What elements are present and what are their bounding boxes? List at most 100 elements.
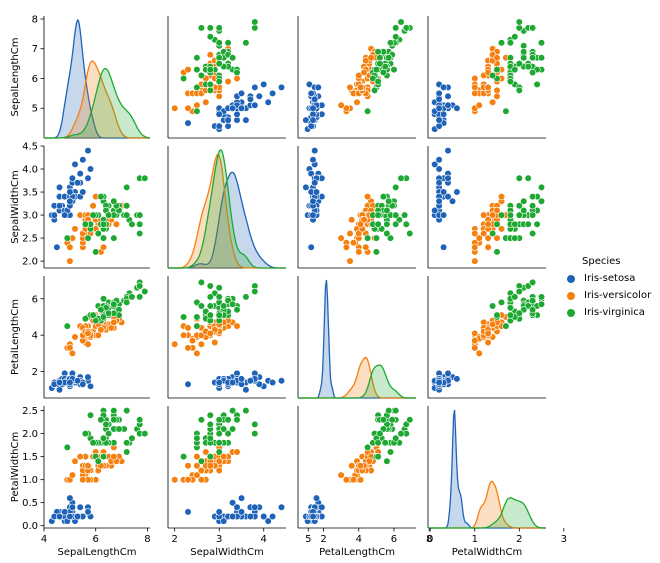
point-iris-setosa bbox=[435, 95, 443, 103]
point-iris-virginica bbox=[372, 65, 381, 74]
point-iris-virginica bbox=[537, 54, 546, 62]
y-tick-label: 2.5 bbox=[22, 234, 38, 245]
point-iris-virginica bbox=[528, 306, 537, 314]
point-iris-versicolor bbox=[353, 98, 361, 106]
point-iris-virginica bbox=[97, 306, 105, 314]
point-iris-virginica bbox=[520, 48, 528, 56]
point-iris-setosa bbox=[309, 197, 317, 205]
x-axis-label: PetalWidthCm bbox=[452, 547, 522, 558]
point-iris-virginica bbox=[136, 282, 144, 290]
point-iris-setosa bbox=[237, 508, 246, 516]
point-iris-virginica bbox=[251, 420, 259, 429]
point-iris-virginica bbox=[89, 311, 97, 319]
y-tick-label: 4.5 bbox=[22, 142, 38, 153]
point-iris-virginica bbox=[215, 284, 223, 292]
x-axis-label: SepalWidthCm bbox=[190, 547, 264, 558]
point-iris-setosa bbox=[66, 188, 74, 196]
x-tick-label: 2 bbox=[171, 534, 177, 545]
point-iris-setosa bbox=[453, 375, 461, 383]
kde-fill-iris-versicolor bbox=[44, 61, 150, 138]
point-iris-versicolor bbox=[346, 229, 354, 238]
point-iris-virginica bbox=[493, 65, 501, 74]
point-iris-virginica bbox=[406, 229, 414, 238]
point-iris-setosa bbox=[61, 508, 69, 516]
point-iris-setosa bbox=[307, 89, 315, 97]
point-iris-virginica bbox=[493, 220, 501, 228]
point-iris-versicolor bbox=[215, 466, 223, 475]
point-iris-virginica bbox=[385, 197, 393, 205]
point-iris-virginica bbox=[197, 302, 205, 310]
point-iris-virginica bbox=[515, 309, 523, 317]
point-iris-virginica bbox=[528, 229, 537, 238]
x-tick-label: 0 bbox=[427, 534, 433, 545]
legend-marker-iris-virginica bbox=[566, 307, 576, 318]
point-iris-virginica bbox=[233, 68, 241, 77]
point-iris-versicolor bbox=[497, 193, 506, 201]
point-iris-virginica bbox=[520, 197, 528, 205]
point-iris-virginica bbox=[123, 407, 131, 415]
point-iris-virginica bbox=[511, 33, 519, 41]
point-iris-virginica bbox=[99, 313, 108, 321]
point-iris-virginica bbox=[528, 202, 537, 210]
point-iris-setosa bbox=[237, 89, 246, 97]
kde-line-iris-virginica bbox=[298, 364, 416, 399]
point-iris-virginica bbox=[104, 211, 113, 219]
point-iris-virginica bbox=[206, 86, 214, 94]
y-tick-label: 6 bbox=[32, 74, 38, 85]
y-tick-label: 4 bbox=[32, 331, 38, 342]
kde-line-iris-virginica bbox=[168, 149, 286, 269]
point-iris-virginica bbox=[86, 411, 95, 419]
point-iris-virginica bbox=[528, 297, 537, 305]
point-iris-virginica bbox=[383, 206, 391, 215]
point-iris-setosa bbox=[55, 378, 64, 387]
point-iris-setosa bbox=[311, 147, 319, 155]
point-iris-virginica bbox=[206, 24, 214, 32]
point-iris-virginica bbox=[251, 18, 259, 26]
point-iris-virginica bbox=[193, 107, 201, 115]
point-iris-virginica bbox=[99, 220, 108, 228]
point-iris-virginica bbox=[376, 59, 384, 68]
point-iris-versicolor bbox=[202, 448, 210, 456]
point-iris-versicolor bbox=[84, 462, 92, 470]
y-tick-label: 1.0 bbox=[22, 475, 38, 486]
point-iris-virginica bbox=[110, 234, 118, 242]
point-iris-virginica bbox=[493, 311, 501, 319]
point-iris-virginica bbox=[180, 313, 188, 321]
point-iris-setosa bbox=[453, 104, 461, 112]
panel-petalwidthcm-vs-petalwidthcm: 0 1 2 3 PetalWidthCm bbox=[427, 406, 567, 558]
point-iris-versicolor bbox=[356, 83, 365, 91]
point-iris-setosa bbox=[440, 110, 448, 118]
point-iris-setosa bbox=[260, 80, 268, 88]
point-iris-versicolor bbox=[364, 193, 372, 201]
point-iris-virginica bbox=[515, 174, 523, 182]
point-iris-virginica bbox=[197, 457, 205, 465]
point-iris-setosa bbox=[431, 206, 439, 215]
point-iris-versicolor bbox=[66, 243, 74, 251]
point-iris-virginica bbox=[537, 293, 546, 301]
point-iris-versicolor bbox=[365, 457, 373, 465]
point-iris-versicolor bbox=[362, 243, 370, 251]
point-iris-virginica bbox=[224, 416, 232, 424]
point-iris-versicolor bbox=[171, 340, 179, 348]
point-iris-virginica bbox=[206, 302, 214, 310]
point-iris-virginica bbox=[92, 248, 100, 256]
point-iris-versicolor bbox=[220, 453, 228, 461]
point-iris-versicolor bbox=[471, 229, 479, 238]
point-iris-virginica bbox=[215, 39, 223, 47]
point-iris-virginica bbox=[515, 18, 523, 26]
point-iris-setosa bbox=[68, 174, 76, 182]
point-iris-setosa bbox=[76, 170, 84, 178]
point-iris-setosa bbox=[55, 512, 64, 521]
point-iris-virginica bbox=[206, 434, 214, 442]
y-tick-label: 5 bbox=[32, 104, 38, 115]
point-iris-virginica bbox=[206, 80, 214, 88]
legend-marker-iris-versicolor bbox=[566, 290, 576, 301]
point-iris-virginica bbox=[374, 211, 382, 219]
point-iris-versicolor bbox=[346, 83, 354, 91]
point-iris-versicolor bbox=[184, 104, 192, 112]
point-iris-virginica bbox=[392, 407, 400, 415]
panel-petallengthcm-vs-petallengthcm bbox=[297, 276, 416, 399]
point-iris-setosa bbox=[79, 188, 87, 196]
point-iris-setosa bbox=[246, 377, 254, 385]
point-iris-versicolor bbox=[349, 239, 358, 247]
